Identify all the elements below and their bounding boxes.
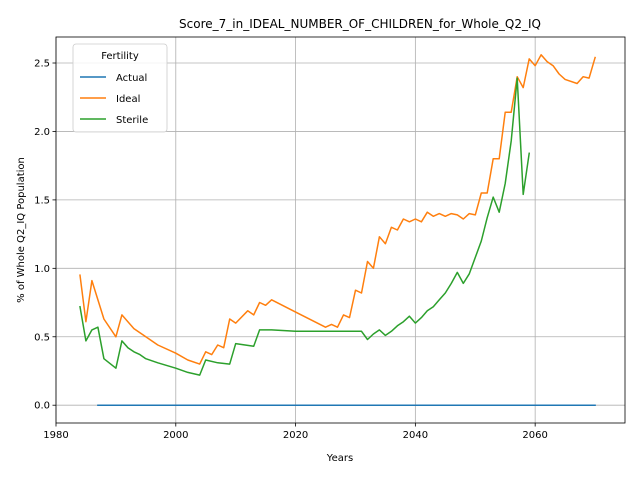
x-tick-label: 1980: [43, 430, 68, 441]
legend-entries: Actual Ideal Sterile: [80, 73, 148, 126]
y-tick-label: 2.0: [34, 127, 50, 138]
plot-frame: [55, 36, 626, 424]
ticks: 1980 2000 2020 2040 2060 0.0 0.5 1.0 1.5 2.0 2.5: [34, 59, 548, 441]
legend-title: Fertility: [101, 51, 139, 62]
x-tick-label: 2020: [283, 430, 308, 441]
y-tick-label: 2.5: [34, 59, 50, 70]
grid: [55, 37, 625, 423]
y-tick-label: 1.0: [34, 264, 50, 275]
x-tick-label: 2060: [522, 430, 547, 441]
legend-box: [72, 43, 168, 133]
chart-title: Score_7_in_IDEAL_NUMBER_OF_CHILDREN_for_…: [179, 17, 541, 31]
y-tick-label: 0.5: [34, 332, 50, 343]
x-tick-label: 2000: [163, 430, 188, 441]
y-tick-label: 1.5: [34, 195, 50, 206]
x-axis-label: Years: [326, 453, 353, 464]
series-layer: [79, 54, 597, 406]
legend: Fertility Actual Ideal Sterile: [72, 43, 168, 133]
y-tick-label: 0.0: [34, 401, 50, 412]
legend-label-sterile: Sterile: [116, 115, 148, 126]
legend-label-actual: Actual: [116, 73, 147, 84]
x-tick-label: 2040: [403, 430, 428, 441]
y-axis-label: % of Whole Q2_IQ Population: [16, 157, 27, 303]
series-line-ideal: [79, 54, 597, 365]
legend-label-ideal: Ideal: [116, 94, 140, 105]
series-line-sterile: [79, 77, 531, 376]
